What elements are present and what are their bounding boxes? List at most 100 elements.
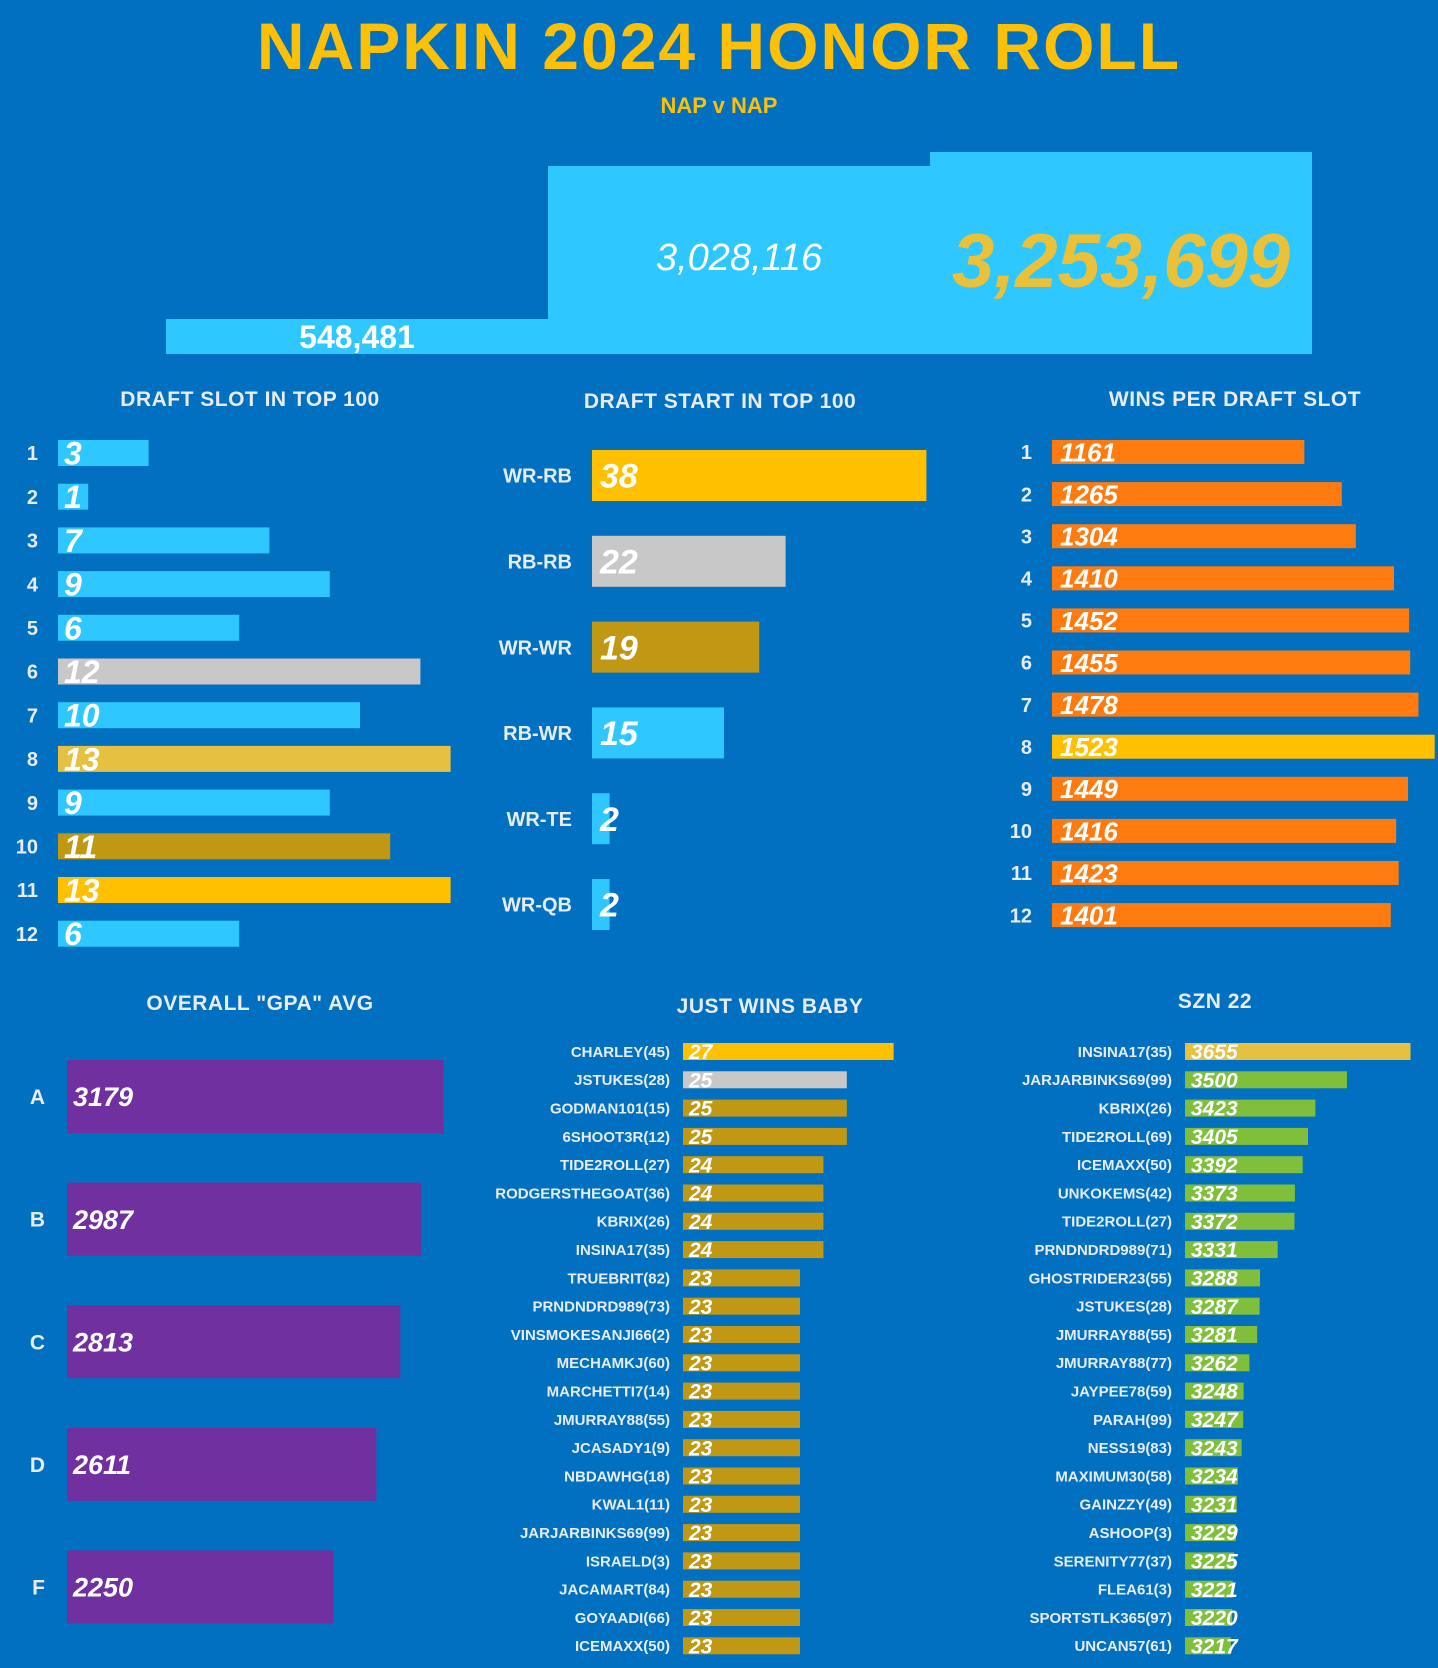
just-wins-bar	[683, 1382, 800, 1400]
szn22-value-label: 3221	[1191, 1579, 1238, 1602]
wins-per-slot-category-label: 9	[1021, 779, 1032, 801]
just-wins-value-label: 23	[688, 1324, 713, 1347]
just-wins-category-label: GODMAN101(15)	[550, 1101, 670, 1118]
just-wins-category-label: JMURRAY88(55)	[554, 1412, 670, 1429]
draft-start-category-label: WR-QB	[502, 895, 572, 917]
draft-slot-category-label: 1	[27, 443, 38, 465]
draft-start-category-label: RB-RB	[508, 552, 572, 574]
draft-slot-category-label: 5	[27, 618, 38, 640]
just-wins-value-label: 24	[688, 1154, 713, 1177]
just-wins-category-label: TIDE2ROLL(27)	[560, 1157, 670, 1174]
szn22-bar	[1185, 1495, 1237, 1513]
wins-per-slot-value-label: 1416	[1060, 816, 1118, 846]
just-wins-bar	[683, 1439, 800, 1457]
draft-slot-value-label: 7	[64, 523, 84, 559]
draft-start-value-label: 2	[599, 887, 619, 925]
draft-slot-bar	[58, 440, 149, 466]
just-wins-value-label: 25	[688, 1069, 713, 1092]
gpa-category-label: F	[32, 1576, 45, 1599]
just-wins-bar	[683, 1156, 824, 1174]
gpa-category-label: B	[30, 1209, 45, 1232]
draft-slot-bar	[58, 571, 330, 598]
draft-start-bar	[592, 793, 610, 845]
draft-slot-value-label: 6	[64, 916, 82, 952]
just-wins-title: JUST WINS BABY	[676, 995, 864, 1018]
szn22-category-label: JMURRAY88(55)	[1056, 1327, 1172, 1344]
draft-start-bar	[592, 879, 610, 930]
just-wins-category-label: ISRAELD(3)	[586, 1553, 670, 1570]
just-wins-bar	[683, 1410, 800, 1428]
szn22-value-label: 3225	[1191, 1550, 1238, 1573]
szn22-bar	[1185, 1241, 1278, 1259]
wins-per-slot-category-label: 2	[1021, 484, 1032, 506]
gpa-category-label: C	[30, 1331, 45, 1354]
draft-start-bar	[592, 535, 786, 587]
wins-per-slot-value-label: 1423	[1060, 858, 1118, 888]
gpa-category-label: A	[30, 1086, 45, 1109]
szn22-value-label: 3288	[1191, 1267, 1238, 1290]
just-wins-bar	[683, 1580, 800, 1598]
just-wins-category-label: GOYAADI(66)	[575, 1610, 670, 1627]
just-wins-value-label: 23	[688, 1409, 713, 1432]
just-wins-bar	[683, 1495, 800, 1513]
szn22-value-label: 3500	[1191, 1069, 1238, 1092]
szn22-category-label: UNCAN57(61)	[1074, 1638, 1172, 1655]
just-wins-value-label: 23	[688, 1607, 713, 1630]
just-wins-bar	[683, 1609, 800, 1626]
wins-per-slot-title: WINS PER DRAFT SLOT	[1108, 388, 1362, 411]
szn22-category-label: JMURRAY88(77)	[1056, 1355, 1172, 1372]
wins-per-slot-category-label: 1	[1021, 442, 1032, 464]
gpa-category-label: D	[30, 1454, 45, 1477]
szn22-bar	[1185, 1524, 1236, 1542]
wins-per-slot-value-label: 1478	[1060, 690, 1118, 720]
just-wins-value-label: 23	[688, 1466, 713, 1489]
szn22-value-label: 3281	[1191, 1324, 1238, 1347]
szn22-bar	[1185, 1609, 1233, 1626]
just-wins-value-label: 23	[688, 1437, 713, 1460]
szn22-category-label: ASHOOP(3)	[1089, 1525, 1172, 1542]
gpa-bar	[67, 1305, 401, 1379]
draft-start-value-label: 15	[600, 715, 639, 753]
just-wins-value-label: 24	[688, 1183, 713, 1206]
just-wins-category-label: 6SHOOT3R(12)	[562, 1129, 670, 1146]
szn22-value-label: 3423	[1191, 1098, 1238, 1121]
wins-per-slot-bar	[1052, 692, 1419, 717]
just-wins-category-label: VINSMOKESANJI66(2)	[511, 1327, 670, 1344]
draft-start-category-label: WR-WR	[499, 637, 573, 659]
draft-slot-category-label: 8	[27, 749, 38, 771]
szn22-value-label: 3231	[1191, 1494, 1238, 1517]
just-wins-bar	[683, 1184, 824, 1202]
draft-slot-value-label: 9	[64, 785, 82, 821]
wins-per-slot-value-label: 1161	[1060, 437, 1116, 467]
szn22-category-label: PARAH(99)	[1093, 1412, 1172, 1429]
just-wins-value-label: 25	[688, 1098, 713, 1121]
wins-per-slot-category-label: 5	[1021, 611, 1032, 633]
wins-per-slot-category-label: 4	[1021, 569, 1033, 591]
just-wins-value-label: 23	[688, 1550, 713, 1573]
szn22-bar	[1185, 1127, 1308, 1145]
wins-per-slot-value-label: 1452	[1060, 606, 1118, 636]
top-bar-1	[166, 319, 548, 354]
just-wins-bar	[683, 1326, 800, 1343]
wins-per-slot-bar	[1052, 818, 1397, 843]
draft-slot-bar	[58, 614, 240, 641]
draft-slot-bar	[58, 877, 451, 903]
just-wins-bar	[683, 1241, 824, 1259]
just-wins-bar	[683, 1354, 800, 1372]
szn22-category-label: GHOSTRIDER23(55)	[1029, 1270, 1172, 1287]
wins-per-slot-bar	[1052, 734, 1435, 759]
just-wins-value-label: 24	[688, 1239, 713, 1262]
szn22-value-label: 3655	[1191, 1041, 1238, 1064]
wins-per-slot-bar	[1052, 440, 1305, 464]
just-wins-category-label: PRNDNDRD989(73)	[532, 1299, 670, 1316]
draft-start-value-label: 38	[600, 458, 638, 496]
just-wins-category-label: JCASADY1(9)	[572, 1440, 670, 1457]
wins-per-slot-value-label: 1523	[1060, 732, 1118, 762]
page-title: NAPKIN 2024 HONOR ROLL	[256, 9, 1182, 83]
just-wins-bar	[683, 1269, 800, 1287]
szn22-category-label: TIDE2ROLL(27)	[1062, 1214, 1172, 1231]
gpa-bar	[67, 1182, 421, 1256]
draft-slot-category-label: 6	[27, 662, 38, 684]
szn22-bar	[1185, 1552, 1235, 1570]
